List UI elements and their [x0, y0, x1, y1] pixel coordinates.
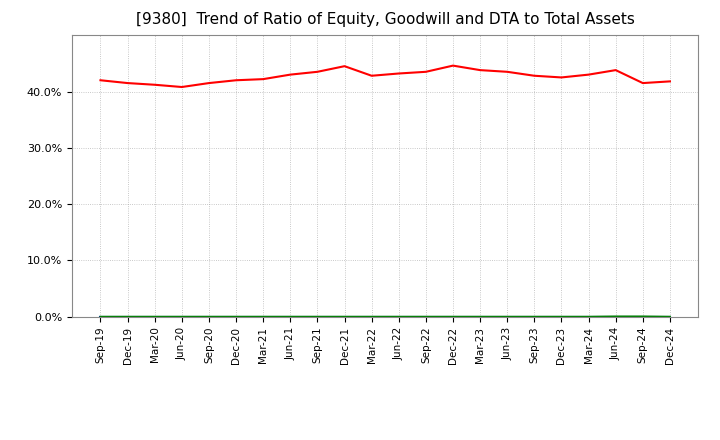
Equity	[449, 63, 457, 68]
Line: Equity: Equity	[101, 66, 670, 87]
Deferred Tax Assets	[639, 314, 647, 319]
Goodwill	[96, 314, 105, 319]
Deferred Tax Assets	[150, 314, 159, 319]
Goodwill	[557, 314, 566, 319]
Deferred Tax Assets	[449, 314, 457, 319]
Equity	[611, 67, 620, 73]
Deferred Tax Assets	[313, 314, 322, 319]
Equity	[259, 77, 268, 82]
Goodwill	[611, 314, 620, 319]
Goodwill	[476, 314, 485, 319]
Goodwill	[395, 314, 403, 319]
Equity	[367, 73, 376, 78]
Equity	[421, 69, 430, 74]
Title: [9380]  Trend of Ratio of Equity, Goodwill and DTA to Total Assets: [9380] Trend of Ratio of Equity, Goodwil…	[136, 12, 634, 27]
Deferred Tax Assets	[395, 314, 403, 319]
Equity	[204, 81, 213, 86]
Equity	[503, 69, 511, 74]
Goodwill	[421, 314, 430, 319]
Deferred Tax Assets	[421, 314, 430, 319]
Goodwill	[449, 314, 457, 319]
Deferred Tax Assets	[503, 314, 511, 319]
Equity	[286, 72, 294, 77]
Goodwill	[123, 314, 132, 319]
Equity	[313, 69, 322, 74]
Deferred Tax Assets	[259, 314, 268, 319]
Deferred Tax Assets	[204, 314, 213, 319]
Equity	[96, 77, 105, 83]
Goodwill	[204, 314, 213, 319]
Goodwill	[259, 314, 268, 319]
Goodwill	[313, 314, 322, 319]
Deferred Tax Assets	[341, 314, 349, 319]
Goodwill	[232, 314, 240, 319]
Equity	[584, 72, 593, 77]
Goodwill	[665, 314, 674, 319]
Equity	[395, 71, 403, 76]
Deferred Tax Assets	[286, 314, 294, 319]
Goodwill	[178, 314, 186, 319]
Deferred Tax Assets	[584, 314, 593, 319]
Goodwill	[503, 314, 511, 319]
Equity	[178, 84, 186, 90]
Goodwill	[639, 314, 647, 319]
Goodwill	[530, 314, 539, 319]
Equity	[150, 82, 159, 88]
Deferred Tax Assets	[611, 314, 620, 319]
Goodwill	[584, 314, 593, 319]
Equity	[232, 77, 240, 83]
Equity	[530, 73, 539, 78]
Equity	[123, 81, 132, 86]
Goodwill	[367, 314, 376, 319]
Deferred Tax Assets	[476, 314, 485, 319]
Deferred Tax Assets	[367, 314, 376, 319]
Deferred Tax Assets	[232, 314, 240, 319]
Goodwill	[150, 314, 159, 319]
Deferred Tax Assets	[178, 314, 186, 319]
Deferred Tax Assets	[665, 314, 674, 319]
Deferred Tax Assets	[96, 314, 105, 319]
Equity	[341, 63, 349, 69]
Deferred Tax Assets	[530, 314, 539, 319]
Equity	[639, 81, 647, 86]
Equity	[665, 79, 674, 84]
Deferred Tax Assets	[557, 314, 566, 319]
Equity	[476, 67, 485, 73]
Goodwill	[341, 314, 349, 319]
Equity	[557, 75, 566, 80]
Deferred Tax Assets	[123, 314, 132, 319]
Goodwill	[286, 314, 294, 319]
